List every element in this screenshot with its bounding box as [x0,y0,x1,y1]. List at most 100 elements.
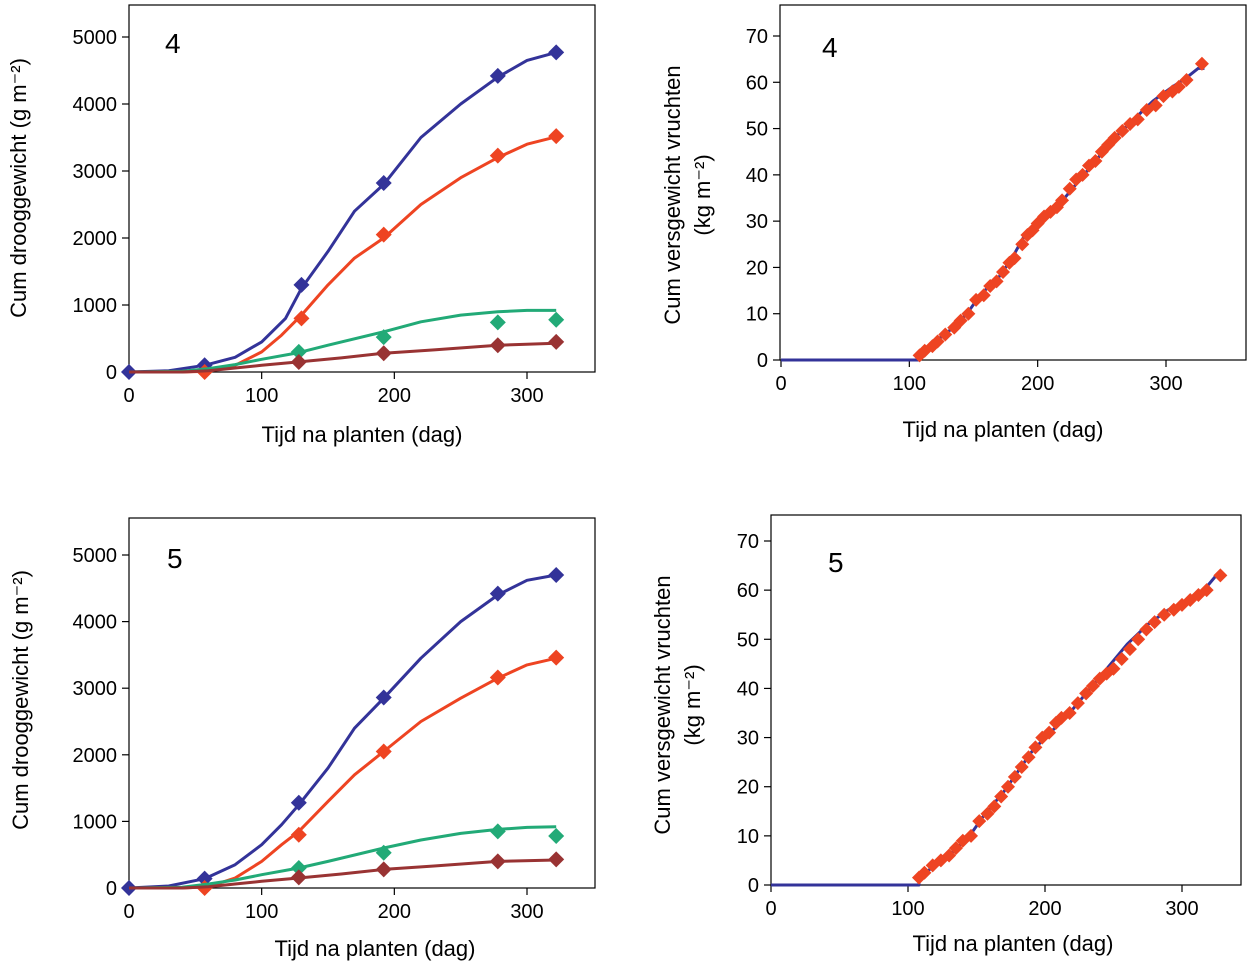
y-tick-label: 0 [106,878,117,900]
data-point [1088,153,1103,168]
data-point [375,689,392,706]
data-point [489,669,506,686]
data-point [548,851,565,868]
data-point [489,67,506,84]
y-axis-label: Cum versgewicht vruchten [650,575,675,834]
data-point [375,844,392,861]
data-point [1021,750,1036,765]
series-line [128,825,557,890]
panel-label: 5 [828,547,844,578]
y-tick-label: 40 [737,678,759,700]
data-point [290,343,307,360]
y-tick-label: 1000 [73,295,118,317]
series-line [129,858,557,890]
data-point [994,789,1009,804]
data-point [375,329,392,346]
data-point [548,649,565,666]
data-point [1157,607,1172,622]
x-tick-label: 0 [123,385,134,407]
data-point [1007,769,1022,784]
x-tick-label: 300 [510,385,543,407]
data-point [1028,740,1043,755]
data-point [961,306,976,321]
plot-frame [128,4,596,373]
data-point [548,333,565,350]
y-tick-label: 0 [748,875,759,897]
series-2 [912,56,1209,363]
data-point [1179,72,1194,87]
plot-frame [128,517,596,889]
data-point [1171,79,1186,94]
y-tick-label: 3000 [73,678,118,700]
series-1 [781,66,1205,362]
x-axis-label: Tijd na planten (dag) [262,422,463,447]
data-point [953,313,968,328]
y-tick-label: 5000 [73,27,118,49]
x-axis-label: Tijd na planten (dag) [275,936,476,961]
series-3 [128,308,565,374]
y-tick-label: 20 [737,777,759,799]
data-point [548,44,565,61]
y-tick-label: 1000 [73,811,118,833]
plot-frame [779,4,1247,361]
data-point [1001,779,1016,794]
y-tick-label: 70 [737,531,759,553]
y-axis-label: Cum versgewicht vruchten [660,65,685,324]
data-point [548,828,565,845]
data-point [1055,193,1070,208]
x-tick-label: 100 [893,373,926,395]
x-tick-label: 0 [775,373,786,395]
y-tick-label: 60 [746,72,768,94]
data-point [1115,123,1130,138]
data-point [1079,686,1094,701]
data-point [293,310,310,327]
data-point [1131,632,1146,647]
data-point [1107,130,1122,145]
x-tick-label: 0 [765,898,776,920]
data-point [489,823,506,840]
data-point [375,345,392,362]
data-point [375,743,392,760]
x-tick-label: 200 [378,901,411,923]
data-point [1085,678,1100,693]
y-tick-label: 4000 [73,94,118,116]
y-tick-label: 10 [746,304,768,326]
series-4 [129,333,565,374]
panel-top-right: 0 100 200 300 0 10 20 30 40 50 60 70 4 Tijd na plan… [660,4,1247,442]
series-line [128,50,557,374]
data-point [1075,167,1090,182]
x-tick-label: 300 [1149,373,1182,395]
data-point [293,276,310,293]
series-1 [121,566,565,896]
data-point [290,869,307,886]
data-point [290,353,307,370]
x-tick-label: 0 [123,901,134,923]
y-tick-label: 2000 [73,745,118,767]
data-point [948,841,963,856]
data-point [290,794,307,811]
plot-frame [770,514,1242,886]
x-tick-label: 200 [378,385,411,407]
x-tick-label: 100 [891,898,924,920]
data-point [1114,651,1129,666]
data-point [1194,56,1209,71]
y-tick-label: 4000 [73,612,118,634]
data-point [1106,661,1121,676]
y-tick-label: 30 [737,728,759,750]
data-point [548,311,565,328]
y-axis-unit: (kg m⁻²) [680,664,705,745]
data-point [987,799,1002,814]
data-point [1130,112,1145,127]
data-point [976,288,991,303]
data-point [1015,237,1030,252]
x-axis-label: Tijd na planten (dag) [913,931,1114,956]
data-point [1042,725,1057,740]
data-point [489,585,506,602]
y-tick-label: 30 [746,211,768,233]
y-tick-label: 2000 [73,228,118,250]
data-point [1148,98,1163,113]
data-point [989,274,1004,289]
y-tick-label: 40 [746,165,768,187]
